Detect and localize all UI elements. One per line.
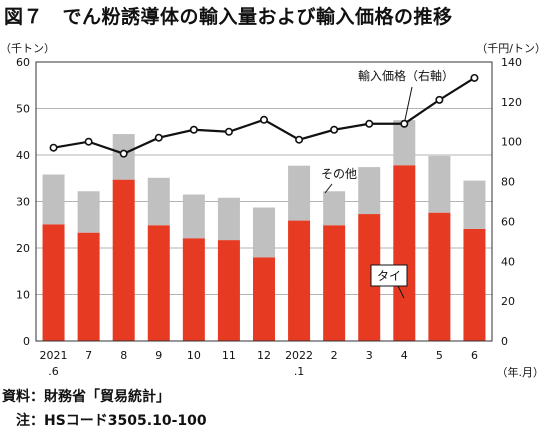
y-left-tick-label: 40 (16, 149, 30, 162)
bar-thai (42, 224, 65, 341)
annotation-thai: タイ (377, 269, 401, 283)
bar-series (42, 120, 486, 341)
x-tick-label: 8 (120, 349, 127, 362)
y-left-tick-label: 20 (16, 242, 30, 255)
x-tick-label: 4 (401, 349, 408, 362)
bar-other (463, 180, 486, 229)
y-left-tick-label: 30 (16, 196, 30, 209)
x-tick-label: 6 (471, 349, 478, 362)
x-tick-label: 3 (366, 349, 373, 362)
annotation-thai-leader (397, 285, 405, 299)
price-point (365, 119, 374, 128)
x-tick-label: 10 (187, 349, 201, 362)
x-unit: （年.月） (497, 365, 545, 379)
y-left-tick-label: 50 (16, 103, 30, 116)
x-tick-label: 2021 (40, 349, 68, 362)
price-point (189, 125, 198, 134)
bar-thai (393, 165, 416, 341)
y-left-tick-label: 0 (23, 335, 30, 348)
y-right-unit: （千円/トン） (476, 42, 546, 55)
bar-other (77, 191, 100, 233)
price-point (49, 143, 58, 152)
x-tick-label: 12 (257, 349, 271, 362)
bar-thai (182, 238, 205, 341)
chart-title: 図７ でん粉誘導体の輸入量および輸入価格の推移 (4, 6, 453, 28)
y-right-tick-label: 120 (501, 96, 522, 109)
annotation-other-leader (324, 183, 333, 194)
bar-other (428, 155, 451, 213)
y-right-tick-label: 40 (501, 255, 515, 268)
x-tick-label: 2022 (285, 349, 313, 362)
bar-thai (358, 214, 381, 341)
x-tick-label-sub: .6 (48, 365, 59, 378)
price-point (119, 149, 128, 158)
annotation-price: 輸入価格（右軸） (358, 68, 454, 83)
price-point (295, 135, 304, 144)
bar-thai (77, 232, 100, 341)
bar-other (147, 177, 170, 226)
x-tick-label: 2 (331, 349, 338, 362)
price-point (400, 119, 409, 128)
bar-other (323, 191, 346, 226)
y-right-tick-label: 140 (501, 56, 522, 69)
bar-thai (112, 179, 135, 341)
y-right-tick-label: 20 (501, 295, 515, 308)
bar-other (253, 207, 275, 258)
bar-other (217, 197, 240, 241)
chart: 0 10 20 30 40 50 60 0 20 40 60 80 100 120 140 2021 .6 7 8 9… (0, 42, 546, 379)
x-tick-label: 11 (222, 349, 236, 362)
y-left-unit: （千トン） (0, 42, 55, 55)
annotation-thai-box (370, 264, 408, 287)
source-note: 資料：財務省「貿易統計」 (2, 389, 170, 405)
price-point (259, 115, 268, 124)
price-point (435, 95, 444, 104)
plot-frame (35, 61, 493, 342)
y-right-tick-label: 80 (501, 176, 515, 189)
y-right-tick-label: 100 (501, 136, 522, 149)
x-tick-label: 7 (85, 349, 92, 362)
x-tick-label-sub: .1 (294, 365, 305, 378)
annotation-other: その他 (321, 167, 357, 181)
y-right-tick-label: 60 (501, 215, 515, 228)
y-right-tick-label: 0 (501, 335, 508, 348)
bar-other (358, 167, 381, 215)
price-point (84, 137, 93, 146)
x-tick-label: 9 (155, 349, 162, 362)
bar-thai (463, 228, 486, 341)
price-point (224, 127, 233, 136)
price-point (154, 133, 163, 142)
bar-thai (288, 220, 311, 341)
bar-thai (428, 212, 451, 341)
bar-other (393, 120, 416, 166)
bar-thai (147, 225, 170, 341)
bar-other (288, 165, 311, 221)
bar-other (182, 194, 205, 239)
price-point (330, 125, 339, 134)
bar-other (42, 174, 65, 225)
y-left-tick-label: 60 (16, 56, 30, 69)
bar-thai (253, 257, 275, 341)
price-point (470, 73, 479, 82)
price-line-series (49, 73, 479, 158)
annotation-price-leader (404, 86, 413, 121)
bar-thai (217, 240, 240, 341)
axes: 0 10 20 30 40 50 60 0 20 40 60 80 100 120 140 2021 .6 7 8 9… (0, 42, 546, 379)
bar-thai (323, 225, 346, 341)
hs-code-note: 注：HSコード3505.10-100 (2, 413, 207, 429)
y-left-tick-label: 10 (16, 289, 30, 302)
x-tick-label: 5 (436, 349, 443, 362)
